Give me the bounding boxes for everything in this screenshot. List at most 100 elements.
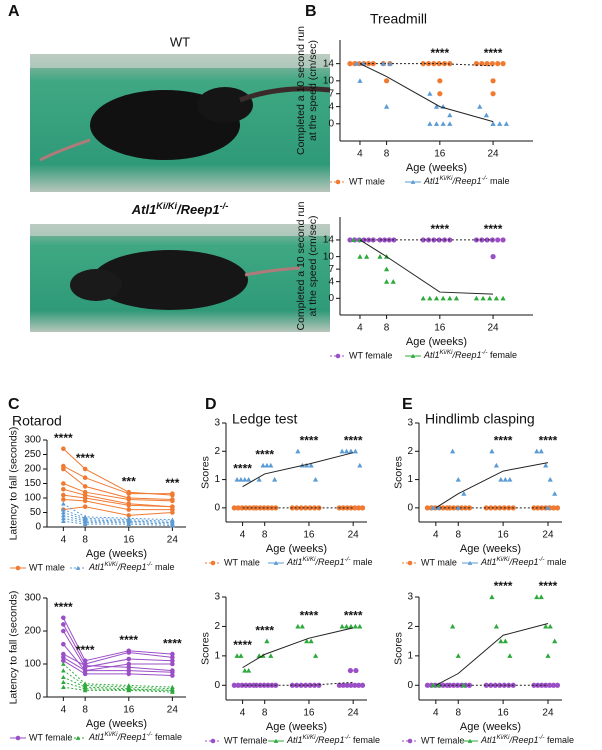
data-point [359,682,366,688]
data-point [307,505,313,511]
data-point [359,505,366,511]
data-point [427,121,433,126]
y-axis-label: Scores [392,456,404,489]
data-point [377,237,383,243]
data-point [298,505,304,511]
data-point [61,510,66,515]
y-tick-label: 1 [214,650,220,661]
data-point [545,505,551,510]
animal-line [63,660,173,677]
y-tick-label: 3 [407,592,413,603]
significance: **** [119,633,138,647]
x-tick-label: 24 [542,708,554,719]
legend-label: WT male [224,557,260,567]
animal-line [63,509,173,522]
data-point [343,448,350,454]
data-point [455,505,461,510]
data-point [380,61,386,66]
significance: **** [344,433,363,447]
data-point [477,104,483,109]
data-point [303,505,309,511]
x-axis-label: Age (weeks) [86,548,147,560]
data-point [427,295,433,301]
data-point [268,653,274,658]
x-tick-label: 8 [455,530,461,541]
significance: **** [54,431,73,445]
data-point [487,295,493,301]
data-point [256,476,262,482]
data-point [231,505,237,511]
data-point [436,237,442,243]
data-point [436,682,442,688]
data-point [61,501,66,506]
data-point [531,682,537,688]
data-point [82,484,88,489]
x-tick-label: 4 [433,708,439,719]
x-tick-label: 16 [303,708,315,719]
mean-line [242,452,354,488]
data-point [170,510,175,515]
animal-line [63,488,173,508]
y-tick-label: 250 [24,449,41,460]
animal-line [63,503,173,521]
animal-line [63,681,173,691]
data-point [243,682,249,688]
y-axis-label: Scores [199,456,211,489]
data-point [447,295,453,301]
data-point [170,658,175,663]
data-point [383,279,390,284]
x-tick-label: 4 [433,530,439,541]
y-tick-label: 10 [323,75,335,86]
data-point [126,507,132,512]
data-point [311,682,318,688]
y-tick-label: 10 [323,251,335,262]
photo-label: WT [170,34,190,49]
data-point [497,682,503,688]
data-point [61,516,66,521]
data-point [357,78,363,83]
significance: **** [484,46,503,60]
data-point [427,91,433,96]
data-point [126,661,132,667]
data-point [126,513,132,518]
y-tick-label: 300 [24,435,41,446]
data-point [352,505,358,511]
data-point [488,682,494,688]
data-point [294,505,300,511]
legend-label: Atl1Ki/Ki/Reep1-/- male [480,556,566,568]
data-point [498,476,504,482]
animal-line [63,517,173,525]
y-tick-label: 3 [407,418,413,429]
significance: **** [54,600,73,614]
data-point [364,254,370,259]
x-tick-label: 8 [262,530,268,541]
data-point [440,505,446,511]
y-tick-label: 0 [328,293,334,304]
y-axis-label: Latency to fall (seconds) [7,427,19,541]
mean-line [242,627,354,669]
legend-label: WT female [349,350,392,360]
data-point [170,491,175,496]
significance: **** [163,636,182,650]
y-tick-label: 150 [24,478,41,489]
data-point [531,505,537,511]
data-point [170,655,175,660]
mean-line [359,63,494,123]
data-point [503,121,509,126]
data-point [348,623,354,629]
legend-marker [335,353,341,359]
panel-label: E [402,396,413,413]
legend-label: Atl1Ki/Ki/Reep1-/- male [88,561,174,573]
data-point [61,615,66,621]
data-point [480,295,486,301]
data-point [493,295,499,301]
data-point [447,121,453,126]
legend-label: WT female [224,735,267,745]
data-point [420,61,426,67]
animal-line [63,506,173,516]
legend-marker [335,179,341,185]
data-point [170,498,175,504]
data-point [383,78,390,84]
legend-marker [15,735,21,741]
data-point [61,674,66,680]
